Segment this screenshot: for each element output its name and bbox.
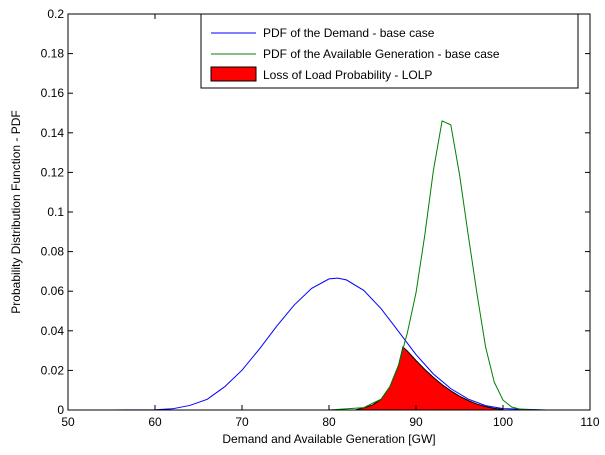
y-tick-label: 0.1 [47, 205, 64, 219]
x-axis-label: Demand and Available Generation [GW] [222, 432, 435, 446]
x-tick-label: 100 [493, 415, 513, 429]
series-0-line [68, 277, 590, 411]
y-tick-label: 0 [57, 403, 64, 417]
legend-swatch-lolp [210, 66, 257, 82]
y-tick-label: 0.16 [41, 86, 65, 100]
legend-label-demand: PDF of the Demand - base case [263, 26, 435, 40]
legend-label-generation: PDF of the Available Generation - base c… [263, 47, 500, 61]
series-layer [68, 120, 590, 411]
x-tick-label: 50 [61, 415, 75, 429]
y-tick-label: 0.04 [41, 324, 65, 338]
tick-layer: 50 60 70 80 90 100 110 0 0.02 0.04 0.06 0.08 0.1 0.12… [41, 7, 600, 429]
legend-box [200, 13, 579, 89]
y-tick-label: 0.06 [41, 284, 65, 298]
legend-label-lolp: Loss of Load Probability - LOLP [263, 68, 432, 82]
x-tick-label: 80 [322, 415, 336, 429]
y-tick-label: 0.08 [41, 245, 65, 259]
y-tick-label: 0.14 [41, 126, 65, 140]
y-tick-label: 0.2 [47, 7, 64, 21]
x-tick-label: 60 [148, 415, 162, 429]
series-1-line [68, 120, 590, 411]
x-tick-label: 70 [235, 415, 249, 429]
y-tick-label: 0.02 [41, 363, 65, 377]
x-tick-label: 90 [409, 415, 423, 429]
y-tick-label: 0.18 [41, 47, 65, 61]
y-axis-label: Probability Distribution Function - PDF [9, 110, 23, 313]
legend: PDF of the Demand - base case PDF of the… [200, 13, 579, 89]
x-tick-label: 110 [580, 415, 599, 429]
y-tick-label: 0.12 [41, 165, 65, 179]
